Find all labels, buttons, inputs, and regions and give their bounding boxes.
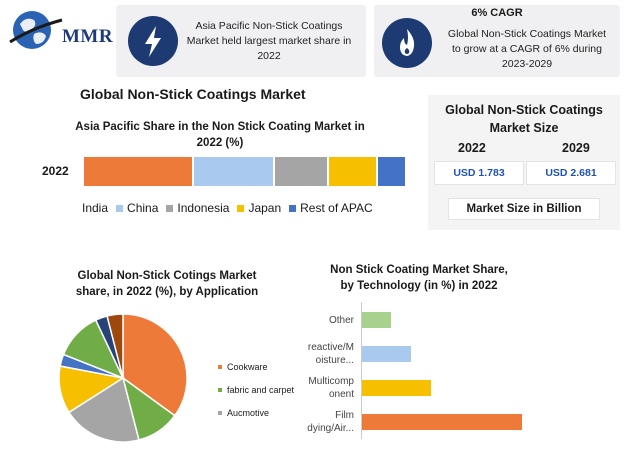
application-chart-title: Global Non-Stick Cotings Market share, i… (75, 270, 259, 298)
legend-dot (218, 411, 222, 415)
technology-bar (362, 346, 411, 362)
stack-segment-rest-of-apac (377, 157, 405, 186)
legend-item-japan: Japan (237, 201, 281, 215)
cagr-card: 6% CAGR Global Non-Stick Coatings Market… (374, 5, 620, 77)
market-size-title: Global Non-Stick Coatings Market Size (445, 103, 603, 135)
year-2022-label: 2022 (458, 141, 486, 155)
regional-chart-title: Asia Pacific Share in the Non Stick Coat… (75, 121, 365, 149)
legend-item-automotive: Aucmotive (218, 408, 294, 418)
regional-year-label: 2022 (42, 164, 69, 178)
technology-bar (362, 380, 431, 396)
cagr-text: Global Non-Stick Coatings Market to grow… (447, 28, 607, 70)
stack-segment-japan (329, 157, 376, 186)
market-size-unit-label: Market Size in Billion (448, 198, 600, 220)
technology-bar (362, 414, 522, 430)
legend-dot (218, 388, 222, 392)
year-2029-label: 2029 (562, 141, 590, 155)
lightning-bolt-icon (128, 16, 178, 66)
main-title: Global Non-Stick Coatings Market (80, 86, 306, 102)
market-size-panel: Global Non-Stick Coatings Market Size 20… (428, 95, 620, 230)
technology-bar-label: reactive/M oisture... (307, 342, 354, 366)
legend-item-fabric-and-carpet: fabric and carpet (218, 385, 294, 395)
stack-segment-indonesia (274, 157, 328, 186)
flame-icon (382, 18, 432, 68)
globe-icon (9, 11, 63, 49)
technology-bar-label: Film dying/Air... (307, 410, 354, 434)
legend-dot (218, 365, 222, 369)
legend-swatch (116, 204, 124, 212)
legend-item-india: India (82, 201, 109, 215)
pie-slice-cookware (122, 313, 188, 417)
legend-item-china: China (116, 201, 158, 215)
legend-swatch (166, 204, 174, 212)
regional-legend: India China Indonesia Japan Rest of APAC (82, 201, 422, 215)
legend-swatch (289, 204, 297, 212)
legend-item-cookware: Cookware (218, 362, 294, 372)
stack-segment-india (84, 157, 192, 186)
pie-slice-aucmotive (67, 376, 140, 443)
mmr-logo: MMR (8, 6, 118, 56)
logo-text: MMR (62, 26, 114, 47)
technology-bar-label: Other (328, 314, 354, 326)
apac-share-text: Asia Pacific Non-Stick Coatings Market h… (186, 20, 352, 62)
application-legend: Cookware fabric and carpet Aucmotive (218, 362, 294, 418)
market-size-2022-value: USD 1.783 (434, 161, 524, 185)
technology-axis-line (361, 302, 362, 439)
cagr-title: 6% CAGR (471, 7, 523, 19)
stack-segment-china (193, 157, 273, 186)
application-pie-chart (58, 313, 188, 443)
legend-swatch (237, 204, 245, 212)
market-size-2029-value: USD 2.681 (526, 161, 616, 185)
legend-item-indonesia: Indonesia (166, 201, 229, 215)
legend-item-rest-of-apac: Rest of APAC (289, 201, 373, 215)
technology-bar (362, 312, 391, 328)
technology-chart-title: Non Stick Coating Market Share, by Techn… (330, 264, 508, 292)
technology-bar-label: Multicomp onent (308, 376, 354, 400)
apac-share-card: Asia Pacific Non-Stick Coatings Market h… (116, 5, 366, 77)
pie-slice-7 (106, 313, 124, 379)
